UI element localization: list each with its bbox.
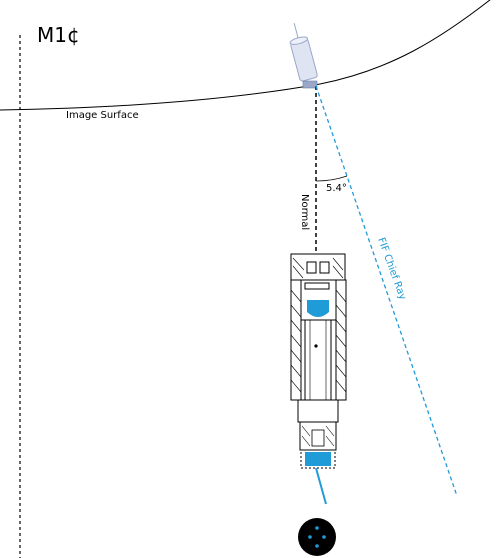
fiber-end-face [298, 518, 336, 556]
angle-arc [315, 175, 348, 182]
upper-lens [307, 300, 329, 317]
fiber-lead [315, 467, 327, 505]
ferrule-base [302, 80, 318, 89]
image-surface-curve [0, 0, 491, 111]
chief-ray-label: FIF Chief Ray [375, 236, 408, 301]
lower-lens [305, 452, 331, 466]
m1-title: M1¢ [37, 23, 80, 47]
normal-label: Normal [299, 194, 310, 230]
fiber-ferrule-tube [289, 23, 318, 82]
angle-label: 5.4° [326, 183, 347, 194]
positioner-assembly [290, 253, 347, 469]
image-surface-label: Image Surface [66, 110, 139, 121]
chief-ray-line [315, 85, 458, 497]
